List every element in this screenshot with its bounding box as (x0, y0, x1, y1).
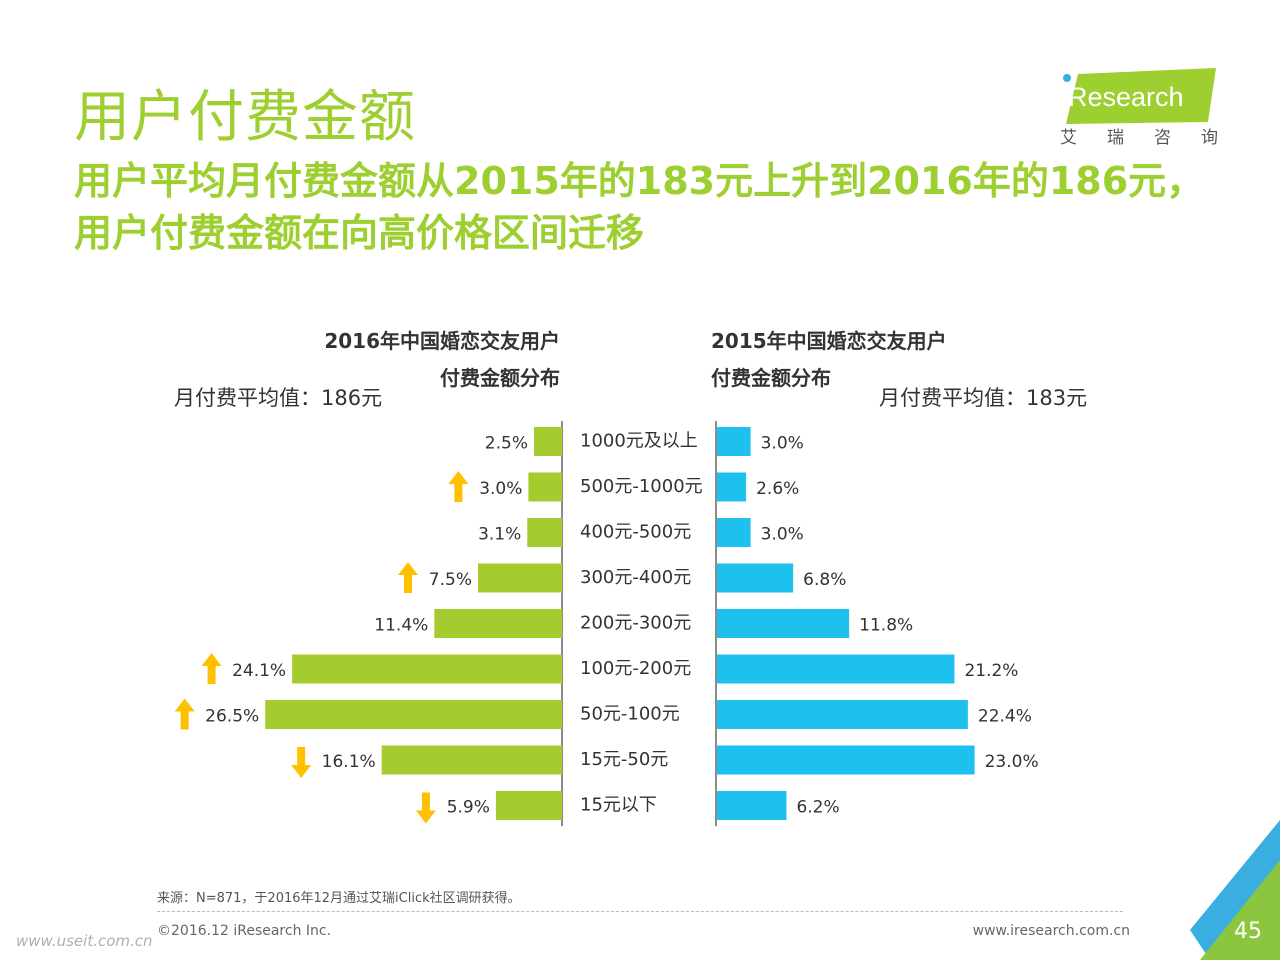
corner-decoration (1190, 820, 1280, 960)
data-label-2015: 3.0% (761, 525, 804, 545)
left-chart-title-line1: 2016年中国婚恋交友用户 (324, 329, 560, 353)
trend-up-arrow-icon (398, 562, 418, 593)
bar-2016 (527, 518, 562, 547)
data-label-2016: 2.5% (485, 434, 528, 454)
data-label-2016: 5.9% (447, 798, 490, 818)
source-note: 来源：N=871，于2016年12月通过艾瑞iClick社区调研获得。 (157, 891, 521, 906)
bar-2015 (717, 700, 968, 729)
data-label-2015: 22.4% (978, 707, 1032, 727)
data-label-2015: 3.0% (761, 434, 804, 454)
data-label-2016: 16.1% (322, 752, 376, 772)
bar-2015 (717, 609, 850, 638)
logo-brand-text: iResearch (1062, 82, 1184, 112)
bar-2016 (495, 791, 562, 820)
bar-2015 (717, 791, 787, 820)
category-label: 400元-500元 (580, 522, 691, 543)
website-text: www.iresearch.com.cn (972, 923, 1130, 939)
data-label-2016: 3.1% (478, 525, 521, 545)
trend-up-arrow-icon (201, 653, 222, 684)
data-label-2015: 21.2% (964, 661, 1018, 681)
data-label-2016: 24.1% (232, 661, 286, 681)
data-label-2015: 6.2% (796, 798, 839, 818)
bar-2015 (717, 745, 975, 775)
copyright-text: ©2016.12 iResearch Inc. (157, 923, 332, 939)
bar-2016 (434, 609, 562, 638)
data-label-2015: 11.8% (859, 616, 913, 636)
logo-banner-shape (1066, 68, 1216, 124)
bar-2016 (381, 745, 562, 775)
category-label: 100元-200元 (580, 658, 691, 679)
iresearch-logo: iResearch 艾 瑞 咨 询 (1060, 68, 1218, 148)
data-label-2016: 3.0% (479, 479, 522, 499)
right-chart-title: 2015年中国婚恋交友用户 付费金额分布 (711, 323, 947, 397)
category-label: 15元-50元 (580, 749, 668, 770)
bar-2016 (534, 427, 562, 456)
logo-dot-icon (1063, 74, 1071, 82)
corner-green-shape (1200, 860, 1280, 960)
data-label-2016: 26.5% (205, 707, 259, 727)
data-label-2016: 7.5% (429, 570, 472, 590)
data-label-2016: 11.4% (374, 616, 428, 636)
category-label: 200元-300元 (580, 613, 691, 634)
right-chart-title-line2: 付费金额分布 (711, 366, 831, 390)
bar-2015 (717, 427, 751, 456)
category-label: 1000元及以上 (580, 431, 698, 452)
category-label: 300元-400元 (580, 567, 691, 588)
bar-2015 (717, 654, 955, 684)
bar-2016 (265, 700, 562, 729)
category-label: 500元-1000元 (580, 476, 703, 497)
trend-down-arrow-icon (415, 792, 436, 824)
right-average-label: 月付费平均值：183元 (879, 386, 1088, 410)
bar-2015 (717, 518, 751, 547)
category-label: 15元以下 (580, 795, 657, 816)
data-label-2015: 2.6% (756, 479, 799, 499)
page-subtitle: 用户平均月付费金额从2015年的183元上升到2016年的186元，用户付费金额… (74, 159, 1205, 255)
page-number: 45 (1234, 919, 1262, 944)
trend-up-arrow-icon (174, 698, 195, 730)
watermark-text: www.useit.com.cn (16, 932, 153, 950)
left-chart-title-line2: 付费金额分布 (440, 366, 560, 390)
left-chart-title: 2016年中国婚恋交友用户 付费金额分布 (324, 323, 560, 397)
bar-2015 (717, 563, 794, 593)
footer-divider (157, 911, 1123, 912)
right-chart-title-line1: 2015年中国婚恋交友用户 (711, 329, 947, 353)
data-label-2015: 23.0% (985, 752, 1039, 772)
data-label-2015: 6.8% (803, 570, 846, 590)
bar-2015 (717, 472, 747, 502)
left-average-label: 月付费平均值：186元 (174, 386, 383, 410)
bar-2016 (292, 654, 562, 684)
page-title: 用户付费金额 (74, 85, 416, 150)
trend-up-arrow-icon (448, 471, 469, 502)
trend-down-arrow-icon (291, 747, 312, 778)
bar-2016 (528, 472, 562, 502)
category-label: 50元-100元 (580, 704, 680, 725)
bar-2016 (478, 563, 562, 593)
